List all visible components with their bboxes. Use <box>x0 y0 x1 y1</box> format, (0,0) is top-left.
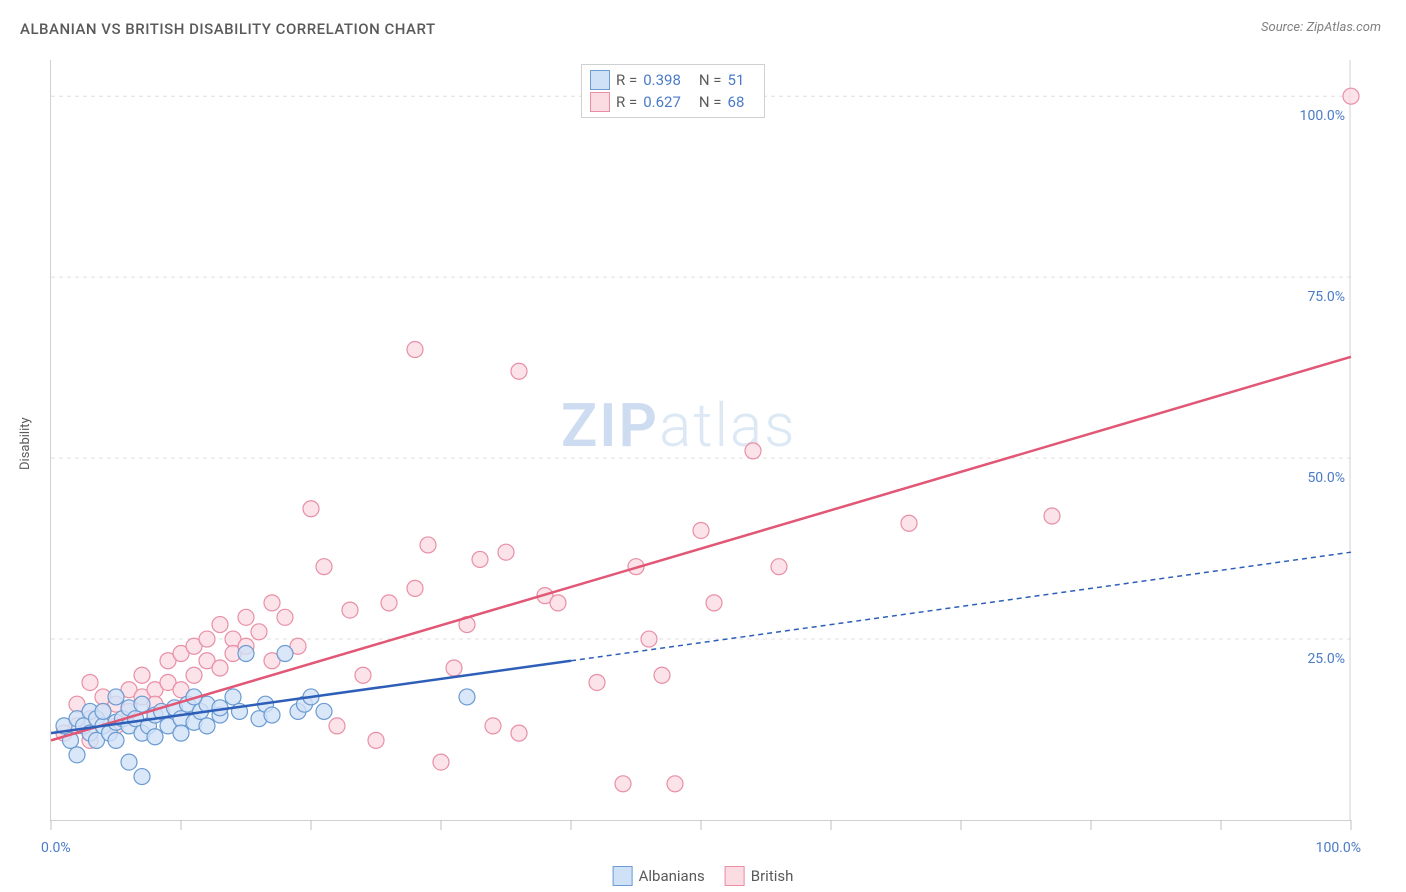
source-prefix: Source: <box>1261 20 1306 35</box>
legend-item-albanians: Albanians <box>613 866 705 886</box>
r-value-albanians: 0.398 <box>643 69 681 91</box>
series-legend: Albanians British <box>613 866 794 886</box>
series-name-british: British <box>751 867 794 885</box>
source-attribution: Source: ZipAtlas.com <box>1261 20 1381 35</box>
legend-item-british: British <box>725 866 794 886</box>
r-label: R = <box>616 91 637 113</box>
scatter-plot-area: ZIPatlas 25.0%50.0%75.0%100.0% R = 0.398… <box>50 60 1351 821</box>
svg-text:25.0%: 25.0% <box>1307 651 1345 667</box>
stats-legend: R = 0.398 N = 51 R = 0.627 N = 68 <box>581 64 765 118</box>
source-name: ZipAtlas.com <box>1306 20 1381 35</box>
n-value-albanians: 51 <box>728 69 745 91</box>
legend-row-albanians: R = 0.398 N = 51 <box>590 69 756 91</box>
chart-title: ALBANIAN VS BRITISH DISABILITY CORRELATI… <box>20 20 436 38</box>
swatch-british <box>590 92 610 112</box>
x-min-label: 0.0% <box>41 840 71 856</box>
r-value-british: 0.627 <box>643 91 681 113</box>
y-axis-label: Disability <box>18 417 33 470</box>
svg-text:75.0%: 75.0% <box>1307 289 1345 305</box>
swatch-british <box>725 866 745 886</box>
n-label: N = <box>699 91 722 113</box>
n-value-british: 68 <box>728 91 745 113</box>
x-max-label: 100.0% <box>1316 840 1361 856</box>
svg-text:100.0%: 100.0% <box>1300 108 1345 124</box>
svg-text:50.0%: 50.0% <box>1307 470 1345 486</box>
swatch-albanians <box>613 866 633 886</box>
plot-svg: 25.0% 50.0% 75.0% 100.0% <box>51 60 1351 820</box>
series-name-albanians: Albanians <box>639 867 705 885</box>
r-label: R = <box>616 69 637 91</box>
swatch-albanians <box>590 70 610 90</box>
n-label: N = <box>699 69 722 91</box>
legend-row-british: R = 0.627 N = 68 <box>590 91 756 113</box>
